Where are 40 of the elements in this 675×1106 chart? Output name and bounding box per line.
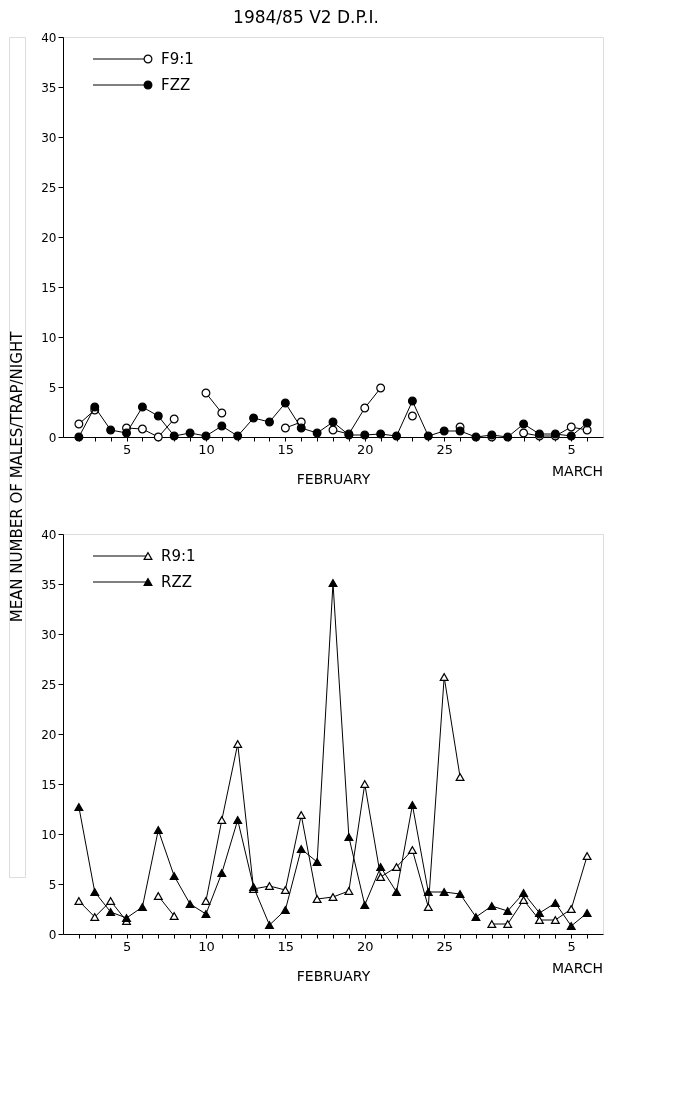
y-tick-label: 0 [48,430,57,445]
x-tick-label: 25 [436,441,453,457]
y-tick-label: 30 [41,627,57,642]
x-axis-title: FEBRUARY [296,470,371,487]
x-tick-label: 5 [567,938,576,954]
chart-title: 1984/85 V2 D.P.I. [233,6,379,27]
y-tick-label: 20 [41,230,57,245]
y-tick-label: 25 [41,180,57,195]
x-tick-label: 10 [198,938,215,954]
x-tick-label: 10 [198,441,215,457]
y-tick-label: 20 [41,727,57,742]
y-tick-label: 35 [41,80,57,95]
legend-label: F9:1 [161,50,194,68]
y-tick-label: 35 [41,577,57,592]
y-tick-label: 30 [41,130,57,145]
legend-label: RZZ [161,573,192,591]
x-tick-label: 20 [356,441,374,457]
y-tick-label: 25 [41,677,57,692]
y-tick-label: 15 [41,280,57,295]
y-tick-label: 5 [48,877,57,892]
y-tick-label: 40 [41,527,57,542]
y-tick-label: 40 [41,30,57,45]
legend-label: R9:1 [161,547,196,565]
y-tick-label: 10 [41,330,57,345]
x-tick-label: 5 [122,938,132,954]
x-tick-label: 20 [356,938,374,954]
y-tick-label: 5 [48,380,57,395]
y-tick-label: 10 [41,827,57,842]
y-tick-label: 15 [41,777,57,792]
text: MARCH [552,960,603,976]
x-tick-label: 5 [567,441,576,457]
x-tick-label: 5 [122,441,132,457]
legend-label: FZZ [161,76,191,94]
x-tick-label: 15 [277,938,295,954]
y-axis-title: MEAN NUMBER OF MALES/TRAP/NIGHT [8,330,26,623]
x-tick-label: 25 [436,938,453,954]
x-axis-title: FEBRUARY [296,967,371,984]
y-tick-label: 0 [48,927,57,942]
text: MARCH [552,463,603,479]
x-tick-label: 15 [277,441,295,457]
